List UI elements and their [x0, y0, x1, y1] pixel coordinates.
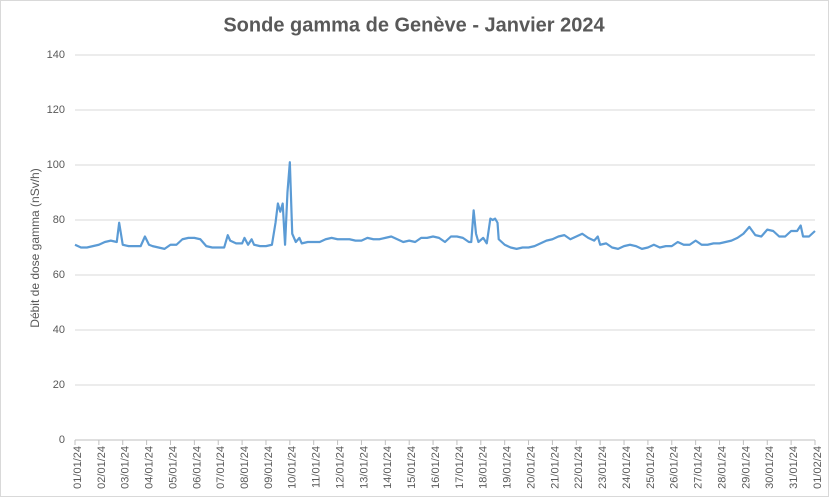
y-tick-label: 20 — [53, 379, 65, 391]
y-tick-label: 140 — [47, 49, 65, 61]
x-tick-label: 01/02/24 — [812, 446, 824, 489]
x-tick-label: 07/01/24 — [215, 446, 227, 489]
x-tick-label: 19/01/24 — [502, 446, 514, 489]
x-tick-label: 13/01/24 — [358, 446, 370, 489]
x-tick-label: 04/01/24 — [144, 446, 156, 489]
y-tick-label: 80 — [53, 214, 65, 226]
x-tick-label: 17/01/24 — [454, 446, 466, 489]
x-tick-label: 15/01/24 — [406, 446, 418, 489]
x-tick-label: 31/01/24 — [788, 446, 800, 489]
x-tick-label: 06/01/24 — [191, 446, 203, 489]
x-tick-label: 21/01/24 — [549, 446, 561, 489]
x-tick-label: 14/01/24 — [382, 446, 394, 489]
y-tick-label: 0 — [59, 434, 65, 446]
y-axis-label: Débit de dose gamma (nSv/h) — [28, 168, 42, 327]
y-tick-label: 60 — [53, 269, 65, 281]
x-tick-label: 02/01/24 — [96, 446, 108, 489]
x-tick-label: 08/01/24 — [239, 446, 251, 489]
x-tick-label: 20/01/24 — [525, 446, 537, 489]
x-tick-label: 12/01/24 — [334, 446, 346, 489]
x-tick-label: 11/01/24 — [311, 446, 323, 488]
y-tick-label: 40 — [53, 324, 65, 336]
y-tick-label: 100 — [47, 159, 65, 171]
x-tick-label: 26/01/24 — [669, 446, 681, 489]
x-tick-label: 03/01/24 — [120, 446, 132, 489]
data-line — [74, 161, 816, 250]
x-tick-label: 29/01/24 — [740, 446, 752, 489]
x-tick-label: 23/01/24 — [597, 446, 609, 489]
x-tick-label: 16/01/24 — [430, 446, 442, 489]
x-tick-label: 25/01/24 — [645, 446, 657, 489]
x-tick-label: 27/01/24 — [693, 446, 705, 489]
y-tick-label: 120 — [47, 104, 65, 116]
x-tick-label: 24/01/24 — [621, 446, 633, 489]
x-tick-label: 30/01/24 — [764, 446, 776, 489]
x-tick-label: 01/01/24 — [72, 446, 84, 489]
x-tick-label: 10/01/24 — [287, 446, 299, 489]
x-tick-label: 28/01/24 — [716, 446, 728, 489]
x-tick-label: 22/01/24 — [573, 446, 585, 489]
chart-title: Sonde gamma de Genève - Janvier 2024 — [223, 14, 605, 36]
x-tick-label: 05/01/24 — [167, 446, 179, 489]
x-tick-label: 09/01/24 — [263, 446, 275, 489]
x-tick-label: 18/01/24 — [478, 446, 490, 489]
